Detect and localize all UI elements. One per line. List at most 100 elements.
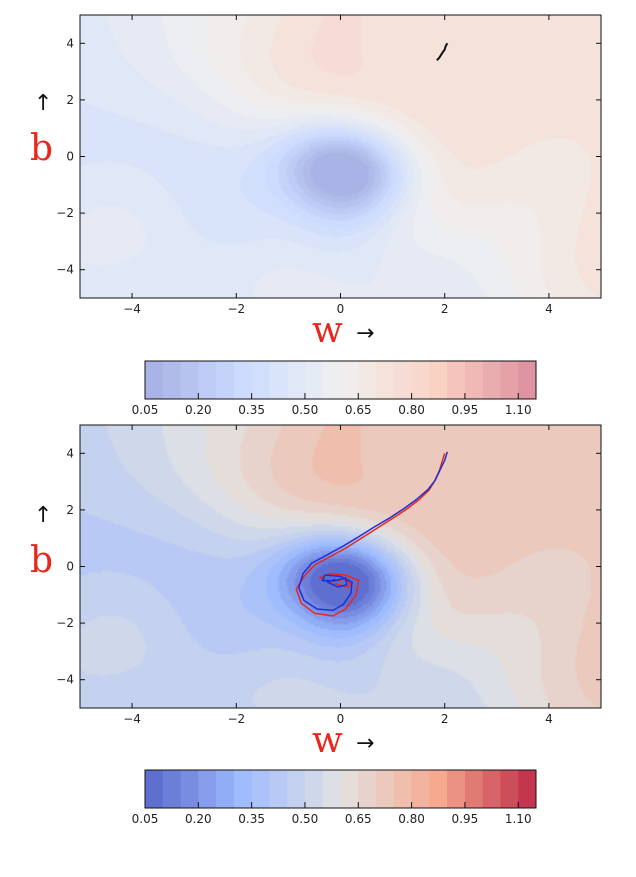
- colorbar-band: [198, 770, 217, 808]
- x-tick-label: 0: [337, 712, 345, 726]
- colorbar-tick-label: 1.10: [505, 403, 532, 417]
- y-tick-label: −2: [56, 616, 74, 630]
- colorbar-band: [447, 770, 466, 808]
- colorbar-tick-label: 0.20: [185, 403, 212, 417]
- colorbar-tick-label: 0.35: [238, 403, 265, 417]
- x-axis-label-top: w: [312, 310, 343, 351]
- colorbar-frame: [144, 360, 537, 400]
- colorbar-band: [304, 770, 324, 808]
- trajectory-layer-bottom: [295, 451, 449, 617]
- y-axis-label-top: b: [30, 128, 53, 169]
- y-axis-ticks-top: 4 2 0 −2 −4: [56, 36, 601, 277]
- contour-panel-top: −4 −2 0 2 4 4 2 0 −2 −4 ↑ b w → 0.05 0.20 0.35 0.50…: [30, 14, 602, 417]
- colorbar-tick-label: 0.50: [292, 812, 319, 826]
- colorbar-tick-label: 0.95: [452, 812, 479, 826]
- x-tick-label: 2: [441, 712, 449, 726]
- colorbar-band: [464, 770, 484, 808]
- colorbar-tick-label: 0.35: [238, 812, 265, 826]
- contour-field-top: [80, 15, 601, 298]
- colorbar-band: [287, 361, 306, 399]
- colorbar-band: [411, 770, 430, 808]
- colorbar-band: [500, 361, 519, 399]
- colorbar-tick-label: 0.05: [132, 812, 159, 826]
- x-tick-label: 4: [545, 302, 553, 316]
- x-tick-label: 0: [337, 302, 345, 316]
- y-axis-label-bottom: b: [30, 540, 53, 581]
- trajectory-series-1: [436, 42, 449, 61]
- colorbar-band: [269, 770, 288, 808]
- colorbar-band: [162, 770, 182, 808]
- colorbar-band: [411, 361, 430, 399]
- colorbar-band: [376, 361, 395, 399]
- colorbar-bottom: 0.05 0.20 0.35 0.50 0.65 0.80 0.95 1.10: [132, 769, 537, 826]
- y-tick-label: −2: [56, 206, 74, 220]
- colorbar-band: [518, 361, 537, 399]
- colorbar-band: [429, 770, 448, 808]
- x-axis-label-bottom: w: [312, 720, 343, 761]
- colorbar-frame: [144, 769, 537, 809]
- y-tick-label: 0: [66, 150, 74, 164]
- colorbar-band: [518, 770, 537, 808]
- trajectory-layer-top: [436, 42, 449, 61]
- colorbar-tick-label: 0.80: [398, 812, 425, 826]
- colorbar-tick-label: 0.20: [185, 812, 212, 826]
- y-axis-arrow-top: ↑: [34, 91, 52, 116]
- x-tick-label: −4: [123, 712, 141, 726]
- colorbar-band: [180, 770, 199, 808]
- colorbar-band: [145, 770, 164, 808]
- colorbar-band: [322, 361, 341, 399]
- x-axis-arrow-top: →: [356, 321, 374, 346]
- colorbar-tick-label: 0.95: [452, 403, 479, 417]
- colorbar-band: [376, 770, 395, 808]
- x-axis-arrow-bottom: →: [356, 731, 374, 756]
- x-tick-label: 2: [441, 302, 449, 316]
- y-tick-label: 4: [66, 36, 74, 50]
- colorbar-band: [340, 361, 359, 399]
- colorbar-band: [393, 770, 413, 808]
- colorbar-band: [233, 770, 253, 808]
- trajectory-series-2: [298, 451, 449, 612]
- colorbar-band: [304, 361, 324, 399]
- y-tick-label: 2: [66, 503, 74, 517]
- x-tick-label: −2: [227, 712, 245, 726]
- colorbar-band: [145, 361, 164, 399]
- colorbar-band: [358, 361, 377, 399]
- colorbar-band: [216, 770, 235, 808]
- colorbar-tick-label: 0.05: [132, 403, 159, 417]
- x-tick-label: −2: [227, 302, 245, 316]
- colorbar-band: [251, 770, 270, 808]
- colorbar-band: [464, 361, 484, 399]
- colorbar-band: [180, 361, 199, 399]
- colorbar-band: [482, 361, 501, 399]
- colorbar-tick-label: 1.10: [505, 812, 532, 826]
- colorbar-top: 0.05 0.20 0.35 0.50 0.65 0.80 0.95 1.10: [132, 360, 537, 417]
- colorbar-band: [429, 361, 448, 399]
- colorbar-band: [269, 361, 288, 399]
- contour-panel-bottom: −4 −2 0 2 4 4 2 0 −2 −4 ↑ b w → 0.05 0.20 0.35 0.50…: [30, 424, 602, 826]
- contour-field-bottom: [80, 425, 601, 708]
- colorbar-band: [198, 361, 217, 399]
- colorbar-band: [447, 361, 466, 399]
- colorbar-band: [340, 770, 359, 808]
- x-tick-label: −4: [123, 302, 141, 316]
- y-axis-ticks-bottom: 4 2 0 −2 −4: [56, 446, 601, 687]
- colorbar-band: [251, 361, 270, 399]
- x-axis-ticks-bottom: −4 −2 0 2 4: [123, 425, 553, 726]
- y-tick-label: −4: [56, 263, 74, 277]
- y-tick-label: 2: [66, 93, 74, 107]
- colorbar-tick-label: 0.65: [345, 403, 372, 417]
- y-tick-label: −4: [56, 673, 74, 687]
- colorbar-tick-label: 0.50: [292, 403, 319, 417]
- y-tick-label: 0: [66, 560, 74, 574]
- colorbar-band: [358, 770, 377, 808]
- colorbar-band: [287, 770, 306, 808]
- x-axis-ticks-top: −4 −2 0 2 4: [123, 15, 553, 316]
- colorbar-band: [216, 361, 235, 399]
- y-tick-label: 4: [66, 446, 74, 460]
- colorbar-tick-label: 0.65: [345, 812, 372, 826]
- colorbar-tick-label: 0.80: [398, 403, 425, 417]
- colorbar-band: [322, 770, 341, 808]
- y-axis-arrow-bottom: ↑: [34, 503, 52, 528]
- colorbar-band: [482, 770, 501, 808]
